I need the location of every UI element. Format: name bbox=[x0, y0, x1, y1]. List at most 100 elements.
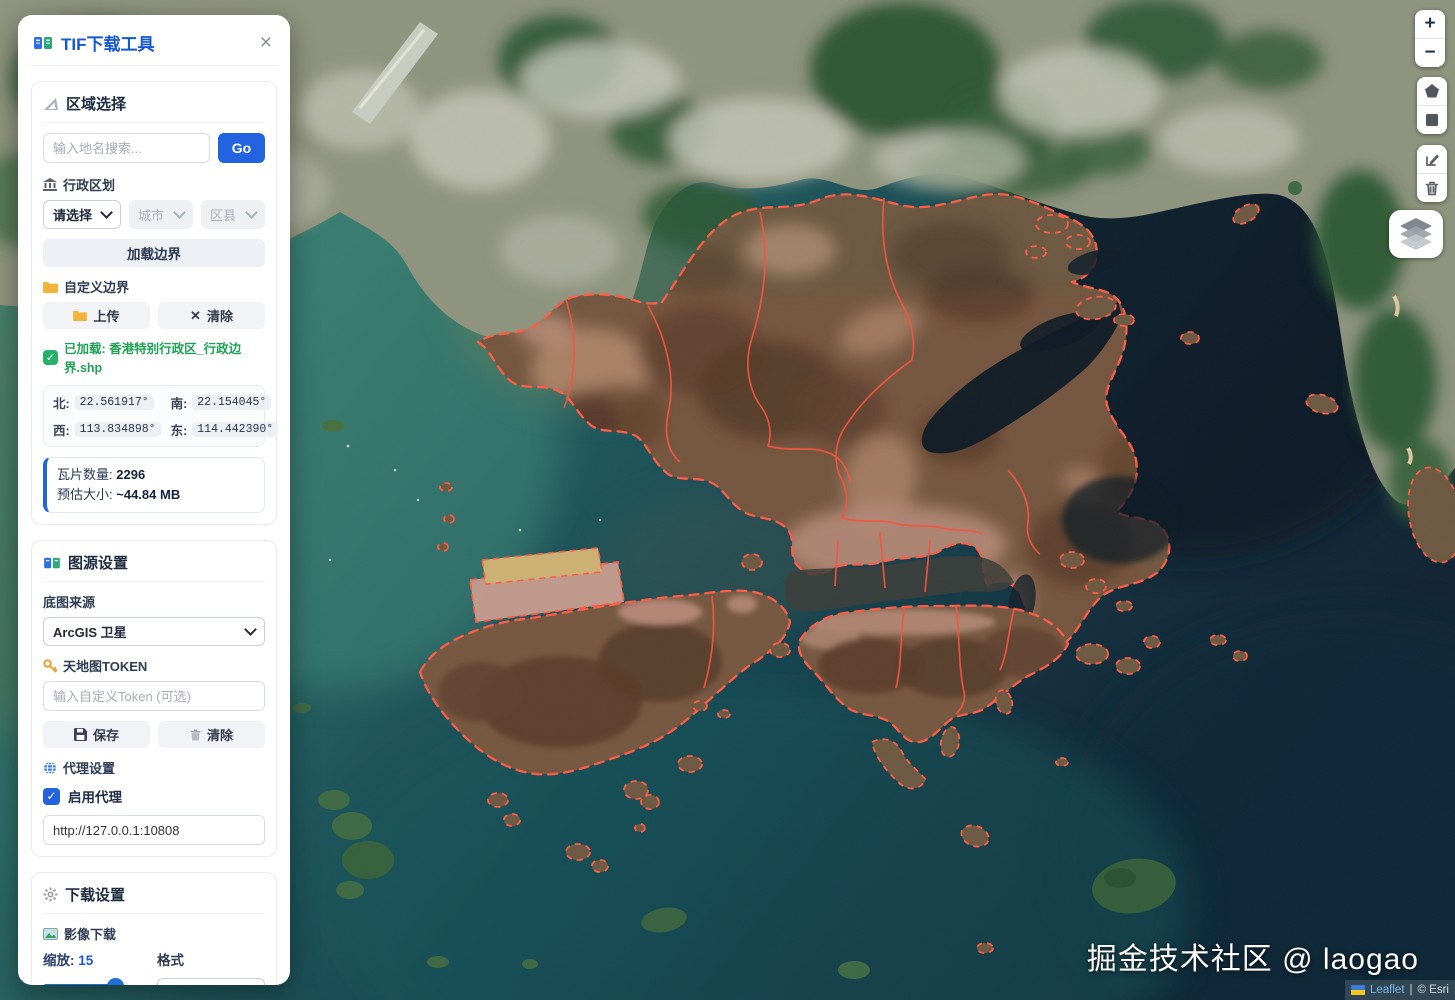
north-value: 22.561917° bbox=[74, 395, 154, 410]
load-boundary-button[interactable]: 加载边界 bbox=[43, 239, 265, 267]
polygon-icon bbox=[1425, 84, 1439, 98]
bound-west: 西: 113.834898° bbox=[53, 420, 161, 439]
ukraine-flag-icon bbox=[1350, 985, 1365, 995]
zoom-value: 15 bbox=[78, 953, 94, 969]
floppy-icon bbox=[73, 728, 87, 742]
download-card-header: 下载设置 bbox=[43, 884, 265, 915]
region-select-card: 区域选择 Go 行政区划 请选择 bbox=[31, 81, 279, 526]
upload-button-label: 上传 bbox=[93, 309, 120, 324]
tile-estimate-box: 瓦片数量: 2296 预估大小: ~44.84 MB bbox=[43, 457, 265, 514]
zoom-in-button[interactable]: + bbox=[1424, 13, 1436, 34]
books-icon bbox=[43, 556, 61, 570]
close-icon[interactable]: × bbox=[259, 31, 272, 54]
upload-button[interactable]: 上传 bbox=[43, 302, 150, 329]
proxy-url-input[interactable] bbox=[43, 815, 265, 846]
control-divider bbox=[1417, 105, 1447, 106]
chevron-down-icon bbox=[244, 984, 257, 985]
token-input[interactable] bbox=[43, 681, 265, 712]
draw-polygon-button[interactable] bbox=[1417, 77, 1447, 105]
edit-icon bbox=[1425, 154, 1439, 166]
trash-icon bbox=[190, 729, 201, 741]
attribution-separator: | bbox=[1409, 984, 1413, 996]
chevron-down-icon bbox=[244, 623, 257, 637]
proxy-label: 代理设置 bbox=[63, 761, 116, 777]
clear-token-button[interactable]: 清除 bbox=[158, 721, 265, 749]
draw-rectangle-button[interactable] bbox=[1417, 106, 1447, 134]
source-settings-card: 图源设置 底图来源 ArcGIS 卫星 天地图TOKEN bbox=[31, 540, 277, 858]
north-label: 北: bbox=[53, 397, 70, 411]
clear-boundary-button[interactable]: ✕ 清除 bbox=[158, 302, 265, 329]
delete-layers-button[interactable] bbox=[1417, 174, 1447, 202]
edit-layers-button[interactable] bbox=[1417, 145, 1447, 173]
download-card-title: 下载设置 bbox=[65, 887, 126, 905]
save-token-button[interactable]: 保存 bbox=[43, 721, 150, 749]
layers-icon bbox=[1400, 218, 1432, 250]
bound-north: 北: 22.561917° bbox=[53, 393, 161, 412]
save-token-label: 保存 bbox=[92, 728, 119, 744]
bank-icon bbox=[43, 178, 57, 191]
custom-boundary-label: 自定义边界 bbox=[64, 280, 130, 295]
zoom-out-button[interactable]: − bbox=[1424, 42, 1436, 63]
image-download-label-row: 影像下载 bbox=[43, 924, 265, 943]
search-go-button[interactable]: Go bbox=[218, 133, 265, 163]
south-value: 22.154045° bbox=[192, 395, 272, 410]
place-search-input[interactable] bbox=[43, 133, 210, 163]
tile-count-value: 2296 bbox=[116, 467, 146, 482]
county-select[interactable]: 区县 bbox=[201, 200, 265, 229]
zoom-slider[interactable] bbox=[43, 978, 145, 985]
token-label-row: 天地图TOKEN bbox=[43, 656, 265, 675]
basemap-label: 底图来源 bbox=[43, 595, 96, 611]
province-select-value: 请选择 bbox=[53, 208, 93, 223]
gear-icon bbox=[43, 887, 58, 902]
check-badge-icon: ✓ bbox=[43, 349, 58, 365]
format-select[interactable]: .tif bbox=[157, 978, 265, 985]
x-icon: ✕ bbox=[190, 307, 201, 323]
globe-icon bbox=[43, 761, 57, 775]
map-attribution: Leaflet | © Esri bbox=[1344, 980, 1455, 1000]
county-select-value: 区县 bbox=[210, 208, 237, 223]
key-icon bbox=[43, 659, 57, 673]
control-divider bbox=[1417, 173, 1447, 174]
format-label: 格式 bbox=[157, 953, 184, 969]
tile-count-label: 瓦片数量: bbox=[57, 467, 113, 482]
region-card-title: 区域选择 bbox=[66, 96, 127, 113]
basemap-select-value: ArcGIS 卫星 bbox=[53, 625, 127, 641]
slider-thumb[interactable] bbox=[107, 978, 125, 985]
enable-proxy-label: 启用代理 bbox=[68, 790, 122, 806]
search-row: Go bbox=[43, 133, 265, 163]
leaflet-link[interactable]: Leaflet bbox=[1369, 984, 1405, 996]
clear-boundary-label: 清除 bbox=[206, 309, 233, 324]
zoom-format-row: 缩放: 15 格式 .tif bbox=[43, 949, 265, 985]
zoom-control: + − bbox=[1415, 10, 1445, 67]
basemap-select[interactable]: ArcGIS 卫星 bbox=[43, 617, 265, 647]
proxy-label-row: 代理设置 bbox=[43, 758, 265, 777]
rectangle-icon bbox=[1426, 114, 1438, 126]
zoom-column: 缩放: 15 bbox=[43, 949, 145, 985]
bounds-box: 北: 22.561917° 南: 22.154045° 西: 113.83489… bbox=[43, 385, 279, 447]
loaded-status-text: 已加载: 香港特别行政区_行政边界.shp bbox=[64, 342, 242, 375]
province-select[interactable]: 请选择 bbox=[43, 200, 121, 229]
east-label: 东: bbox=[170, 424, 188, 438]
upload-clear-row: 上传 ✕ 清除 bbox=[43, 302, 265, 329]
watermark: 掘金技术社区 @ laogao bbox=[1086, 943, 1419, 976]
folder-icon bbox=[73, 310, 88, 321]
books-icon bbox=[33, 35, 53, 51]
admin-selects-row: 请选择 城市 区县 bbox=[43, 200, 265, 229]
city-select[interactable]: 城市 bbox=[129, 200, 193, 229]
image-icon bbox=[43, 927, 58, 940]
esri-attribution: © Esri bbox=[1417, 984, 1449, 996]
source-card-title: 图源设置 bbox=[68, 555, 129, 573]
slider-fill bbox=[43, 984, 117, 985]
tif-tool-panel: TIF下载工具 × 区域选择 Go bbox=[18, 15, 290, 985]
enable-proxy-row: ✓ 启用代理 bbox=[43, 786, 265, 806]
draw-control bbox=[1417, 77, 1447, 134]
folder-icon bbox=[43, 281, 58, 293]
control-divider bbox=[1415, 38, 1445, 39]
layers-control[interactable] bbox=[1389, 210, 1443, 258]
bound-east: 东: 114.442390° bbox=[171, 420, 279, 439]
proxy-checkbox[interactable]: ✓ bbox=[43, 787, 60, 805]
clear-token-label: 清除 bbox=[206, 728, 233, 744]
download-settings-card: 下载设置 影像下载 缩放: 15 bbox=[31, 872, 277, 985]
west-value: 113.834898° bbox=[74, 422, 161, 437]
